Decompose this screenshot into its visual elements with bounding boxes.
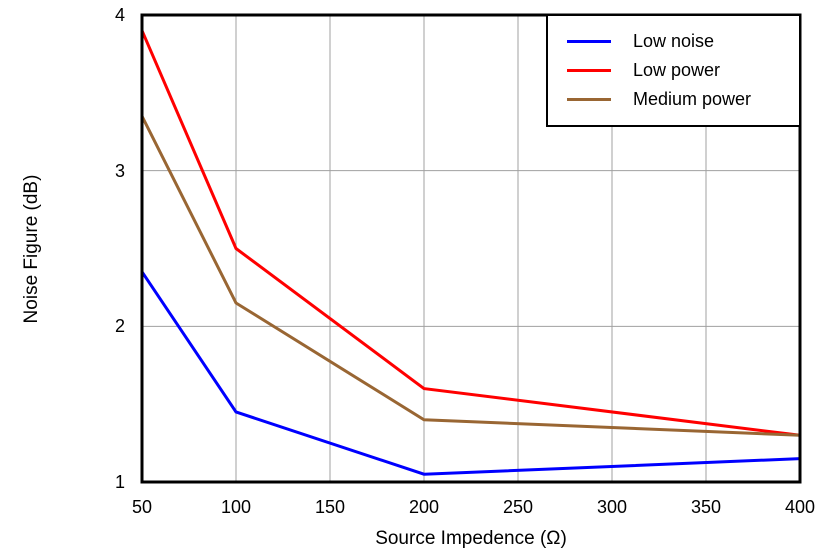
legend-label-medium-power: Medium power — [633, 89, 752, 109]
y-tick-label-1: 1 — [114, 472, 125, 492]
series-line-medium-power — [140, 115, 801, 437]
y-axis-label: Noise Figure (dB) — [21, 174, 42, 324]
x-tick-label-300: 300 — [596, 497, 628, 517]
series-line-low-power — [140, 29, 801, 437]
x-tick-label-200: 200 — [408, 497, 440, 517]
legend-item-low-power: Low power — [548, 56, 799, 85]
x-tick-label-150: 150 — [314, 497, 346, 517]
legend-item-medium-power: Medium power — [548, 85, 799, 114]
plot-border — [140, 13, 802, 484]
y-tick-label-2: 2 — [114, 316, 125, 337]
x-tick-label-400: 400 — [784, 497, 816, 517]
legend-line-swatch-medium-power — [567, 98, 611, 101]
x-tick-label-100: 100 — [220, 497, 252, 517]
legend-line-swatch-low-noise — [567, 40, 611, 43]
legend-line-swatch-low-power — [567, 69, 611, 72]
legend-label-low-noise: Low noise — [633, 31, 715, 51]
legend: Low noise Low power Medium power — [546, 14, 801, 127]
series-line-low-noise — [140, 271, 801, 476]
y-tick-label-4: 4 — [114, 5, 125, 25]
x-tick-label-250: 250 — [502, 497, 534, 517]
x-tick-label-50: 50 — [131, 497, 153, 517]
legend-item-low-noise: Low noise — [548, 27, 799, 56]
legend-label-low-power: Low power — [633, 60, 721, 80]
y-tick-label-3: 3 — [114, 160, 125, 181]
x-tick-label-350: 350 — [690, 497, 722, 517]
x-axis-label: Source Impedence (Ω) — [375, 528, 567, 549]
